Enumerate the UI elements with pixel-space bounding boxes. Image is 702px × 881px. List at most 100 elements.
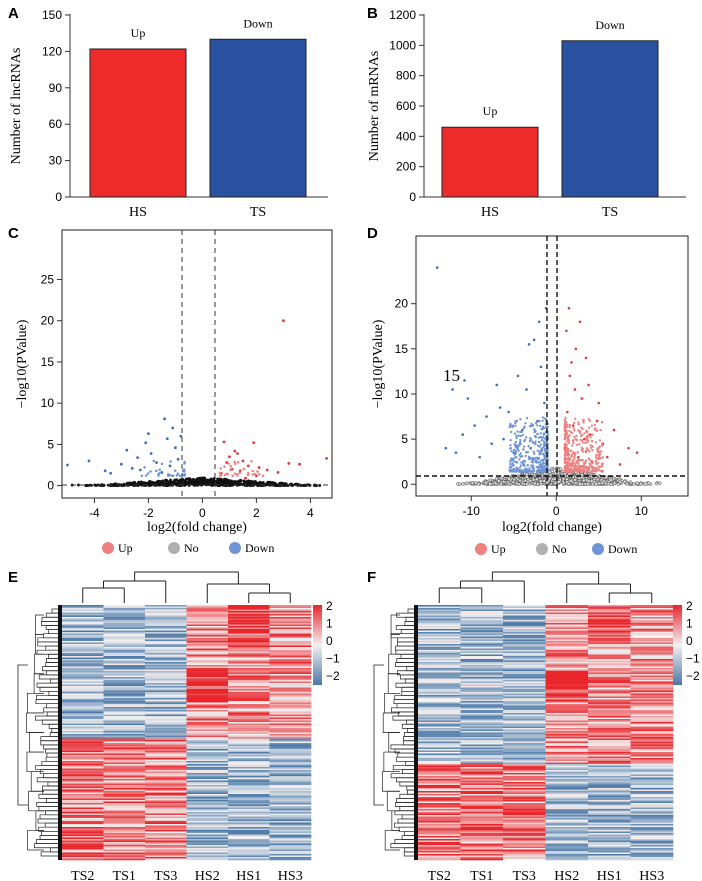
point-up <box>325 457 328 460</box>
point-no <box>283 484 287 488</box>
point-no <box>139 481 143 485</box>
point-no <box>578 482 582 486</box>
point-no <box>493 481 498 485</box>
point-no <box>151 481 155 485</box>
point-up-dense <box>564 416 567 419</box>
point-no <box>221 481 225 485</box>
x-tick-c-0: -4 <box>89 506 100 520</box>
point-no <box>184 479 188 483</box>
point-down <box>136 456 140 459</box>
point-no <box>647 481 651 485</box>
point-no <box>604 475 608 479</box>
point-up <box>578 320 582 324</box>
legend-c-down-marker <box>229 542 241 554</box>
point-down <box>463 379 466 382</box>
point-down-dense <box>144 474 148 477</box>
point-no <box>599 478 604 482</box>
legend-d-up-marker <box>475 543 487 555</box>
point-up-dense <box>568 458 572 462</box>
point-down <box>155 461 158 464</box>
point-no <box>523 478 528 483</box>
point-down-dense <box>534 442 537 446</box>
point-up-dense <box>566 432 569 435</box>
point-no <box>535 477 539 482</box>
point-no <box>603 481 608 486</box>
heatmap-e-col-HS2: HS2 <box>195 869 220 881</box>
point-down <box>461 433 465 436</box>
point-down <box>163 417 167 421</box>
colorbar-e: 210−1−2 <box>313 599 340 685</box>
point-down-dense <box>520 454 524 458</box>
point-down-dense <box>541 425 545 428</box>
point-up-dense <box>578 442 581 446</box>
point-up-dense <box>579 438 582 442</box>
point-up-dense <box>597 468 600 471</box>
point-up-dense <box>598 466 601 469</box>
point-down-dense <box>542 440 546 443</box>
point-up-dense <box>584 459 588 462</box>
heatmap-e-col-HS1: HS1 <box>236 869 261 881</box>
point-down-dense <box>539 436 542 439</box>
point-down <box>87 459 91 463</box>
heatmap-cell <box>418 858 461 861</box>
point-up-dense <box>571 464 574 467</box>
point-down-dense <box>538 440 541 444</box>
point-no <box>130 481 134 485</box>
point-up <box>233 449 237 453</box>
point-no <box>539 479 543 483</box>
point-down <box>176 457 180 461</box>
heatmap-cell <box>460 858 504 861</box>
point-up-dense <box>564 448 567 451</box>
point-up-dense <box>576 429 580 432</box>
x-tick-c-3: 2 <box>253 506 260 520</box>
point-down-dense <box>529 457 532 460</box>
colorbar-e-tick-2: 0 <box>326 634 333 648</box>
point-down-dense <box>546 441 549 445</box>
point-down-dense <box>540 427 543 431</box>
point-down-dense <box>510 470 513 473</box>
point-up-dense <box>575 434 578 437</box>
point-down-dense <box>519 434 522 438</box>
point-up-dense <box>564 421 568 424</box>
colorbar-f-tick-2: 0 <box>686 634 693 648</box>
point-up-dense <box>582 461 586 465</box>
point-no <box>169 478 173 482</box>
point-down-dense <box>509 462 512 466</box>
point-down <box>171 426 175 430</box>
point-up <box>257 466 261 469</box>
point-up <box>244 476 248 480</box>
point-up-dense <box>565 446 568 449</box>
point-no <box>625 481 629 486</box>
point-no <box>257 483 261 487</box>
x-tick-a-ts: TS <box>250 205 266 220</box>
point-down-dense <box>538 420 541 423</box>
point-up-dense <box>591 462 594 465</box>
point-down-dense <box>523 468 526 471</box>
y-tick-b-5: 1000 <box>389 38 416 52</box>
point-down-dense <box>157 472 160 476</box>
point-down-dense <box>537 461 540 464</box>
point-no <box>501 480 506 484</box>
point-down <box>485 415 488 418</box>
point-up <box>566 410 569 414</box>
point-up-dense <box>258 472 261 476</box>
point-up <box>282 319 285 323</box>
y-tick-b-6: 1200 <box>389 8 416 22</box>
point-up-dense <box>574 468 578 472</box>
point-down-dense <box>160 462 164 466</box>
point-up-dense <box>583 470 586 473</box>
point-down <box>516 374 520 378</box>
point-up-dense <box>573 429 576 432</box>
point-up-dense <box>575 438 579 442</box>
point-down-dense <box>534 440 537 443</box>
bar-b-hs <box>441 126 539 198</box>
point-down <box>144 441 148 445</box>
point-down <box>66 463 69 467</box>
point-no <box>654 481 659 486</box>
point-up-dense <box>591 445 594 448</box>
point-no <box>465 481 470 485</box>
point-down <box>498 406 502 409</box>
point-down-dense <box>523 460 527 463</box>
point-up-dense <box>574 417 577 420</box>
